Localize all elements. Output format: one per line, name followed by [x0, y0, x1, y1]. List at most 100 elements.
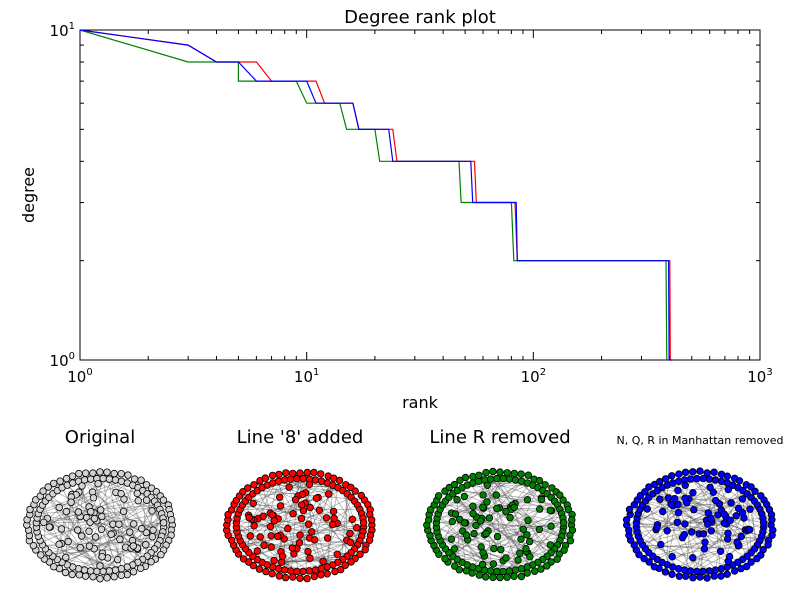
graph-node — [643, 505, 651, 513]
graph-node — [67, 498, 75, 506]
graph-node — [681, 481, 689, 489]
graph-node — [274, 477, 283, 485]
graph-node — [157, 551, 165, 559]
graph-node — [511, 476, 520, 484]
graph-node — [746, 526, 754, 534]
graph-node — [524, 471, 532, 479]
graph-node — [85, 527, 93, 535]
graph-node — [250, 481, 258, 489]
graph-node — [97, 525, 106, 533]
graph-node — [81, 469, 90, 477]
graph-edge — [437, 513, 501, 578]
network-subplots: Original Line '8' added Line R removed N… — [23, 427, 784, 583]
graph-node — [80, 566, 89, 574]
graph-node — [479, 491, 487, 499]
graph-node — [451, 562, 459, 570]
graph-node — [129, 520, 138, 528]
graph-node — [451, 510, 460, 518]
graph-node — [113, 555, 122, 564]
graph-node — [85, 542, 94, 550]
x-tick-label: 101 — [294, 367, 319, 386]
tick-labels: 100 101 102 103 100 101 — [50, 21, 773, 386]
graph-node — [148, 533, 157, 541]
series-line-0 — [79, 29, 673, 361]
graph-node — [73, 526, 82, 534]
graph-node — [274, 532, 282, 541]
graph-edge — [65, 496, 72, 558]
graph-node — [483, 481, 492, 489]
subplot-title-nqr-removed: N, Q, R in Manhattan removed — [616, 434, 783, 447]
graph-node — [57, 525, 66, 533]
graph-node — [268, 471, 277, 480]
graph-node — [74, 508, 83, 516]
graph-node — [696, 573, 704, 581]
graph-node — [689, 489, 697, 497]
graph-node — [523, 569, 531, 577]
graph-node — [346, 538, 355, 547]
graph-node — [493, 474, 501, 483]
graph-node — [142, 481, 151, 489]
graph-node — [270, 517, 278, 525]
graph-node — [80, 476, 89, 484]
graph-edge — [496, 478, 560, 555]
graph-node — [89, 469, 97, 477]
graph-node — [690, 506, 698, 514]
graph-node — [276, 502, 285, 510]
graph-edge — [257, 490, 365, 501]
graph-edge — [497, 519, 572, 537]
graph-node — [479, 503, 487, 511]
graph-node — [149, 526, 157, 534]
graph-node — [460, 492, 469, 501]
graph-edge — [121, 481, 147, 533]
graph-node — [753, 554, 761, 563]
graph-node — [717, 572, 725, 580]
graph-edge — [638, 513, 739, 547]
graph-edge — [529, 525, 552, 557]
graph-edge — [465, 477, 536, 572]
graph-node — [725, 552, 734, 561]
graph-node — [278, 552, 287, 560]
graph-node — [142, 496, 151, 504]
graph-edge — [452, 505, 474, 522]
graph-node — [675, 470, 683, 478]
graph-node — [705, 567, 713, 575]
graph-node — [493, 504, 501, 513]
graph-node — [703, 574, 711, 582]
graph-edge — [677, 493, 748, 523]
graph-node — [450, 545, 459, 553]
graph-node — [630, 541, 638, 549]
graph-node — [37, 551, 45, 559]
graph-edge — [236, 519, 372, 528]
graph-node — [461, 473, 470, 482]
graph-edge — [439, 479, 516, 510]
graph-node — [347, 558, 355, 566]
graph-node — [668, 570, 676, 578]
graph-node — [689, 554, 697, 562]
graph-node — [653, 523, 661, 531]
graph-edge — [629, 509, 658, 526]
graph-node — [335, 476, 344, 485]
graph-edge — [299, 497, 319, 536]
graph-node — [159, 519, 168, 527]
graph-node — [537, 495, 546, 504]
graph-node — [517, 565, 526, 573]
graph-node — [516, 549, 524, 557]
graph-node — [129, 542, 137, 550]
graph-node — [333, 550, 341, 558]
graph-node — [359, 519, 368, 527]
graph-node — [489, 560, 498, 568]
graph-node — [275, 470, 283, 479]
graph-node — [356, 550, 364, 559]
graph-node — [717, 565, 726, 573]
graph-edge — [78, 491, 146, 546]
graph-node — [275, 572, 283, 580]
graph-edge — [454, 528, 524, 567]
graph-node — [96, 468, 104, 476]
graph-node — [469, 510, 477, 518]
graph-node — [502, 554, 510, 562]
graph-edge — [137, 517, 164, 550]
graph-node — [707, 527, 715, 535]
graph-edge — [481, 518, 543, 560]
graph-edge — [445, 500, 473, 507]
graph-node — [475, 571, 483, 579]
